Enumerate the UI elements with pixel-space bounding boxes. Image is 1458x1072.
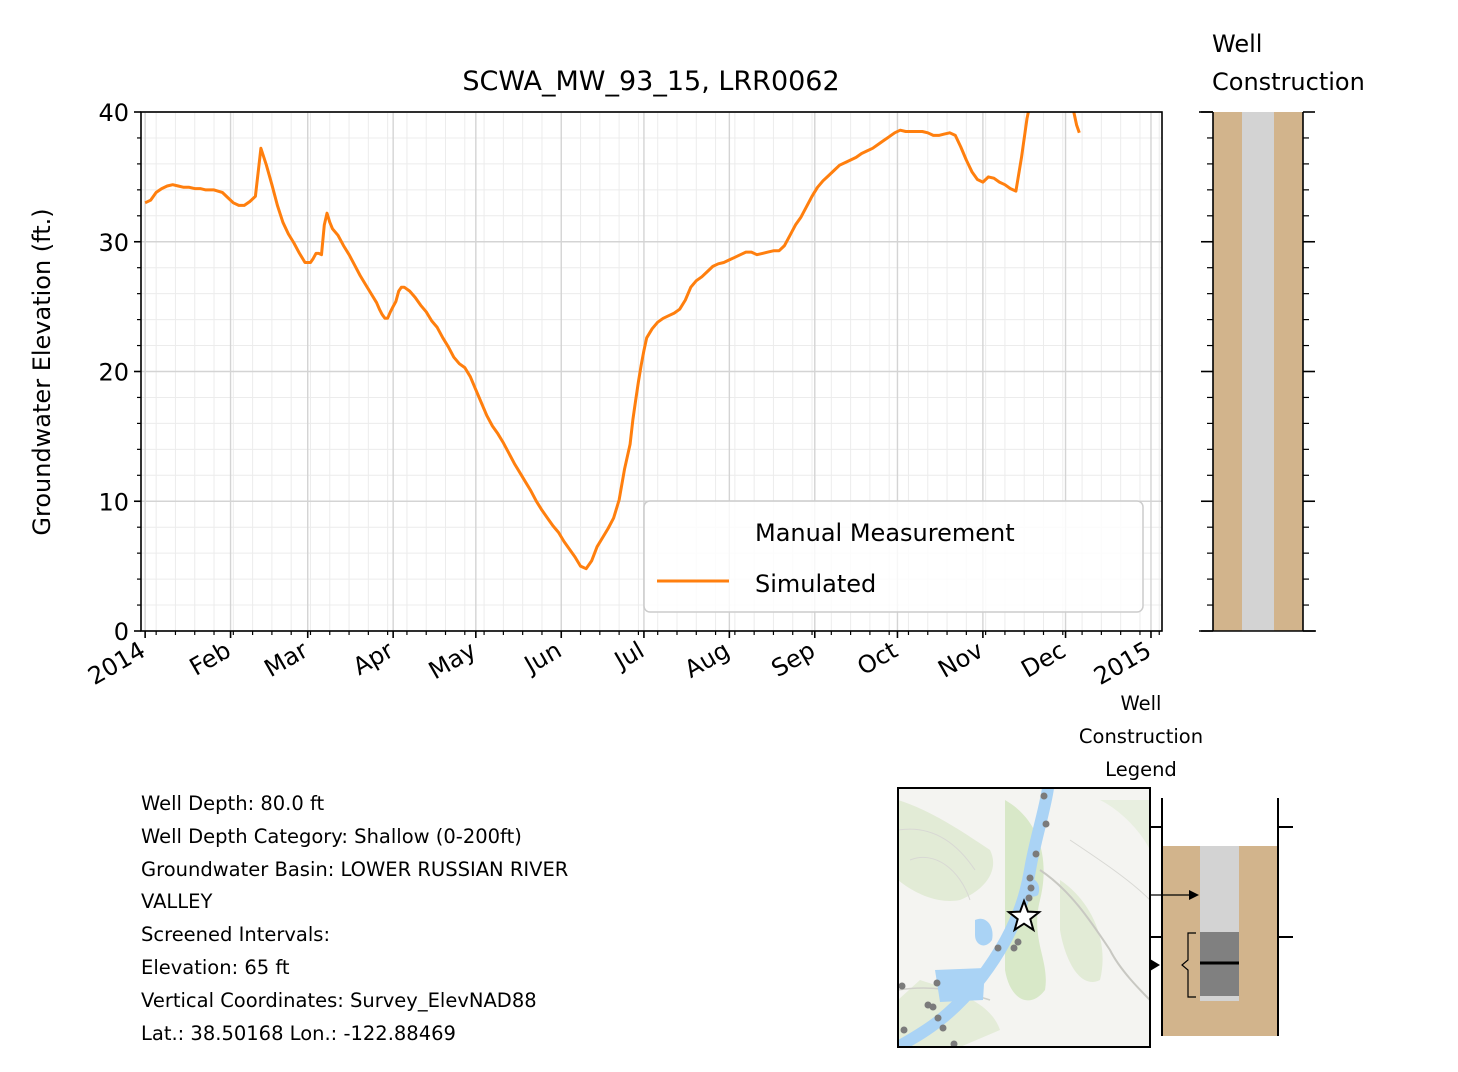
legend-box bbox=[643, 500, 1144, 613]
well-column-ticks bbox=[1201, 111, 1315, 632]
nearby-well-point bbox=[1040, 792, 1048, 800]
y-tick-label: 20 bbox=[98, 359, 129, 387]
map-vegetation bbox=[1060, 880, 1103, 982]
nearby-well-point bbox=[900, 1026, 908, 1034]
formation-right bbox=[1274, 112, 1303, 631]
nearby-well-point bbox=[1032, 850, 1040, 858]
nearby-well-point bbox=[950, 1040, 958, 1047]
series-line-simulated bbox=[144, 112, 1081, 571]
well-construction-legend-diagram bbox=[1150, 798, 1293, 1036]
nearby-well-point bbox=[1014, 938, 1022, 946]
chart-legend: Manual Measurement Simulated bbox=[643, 500, 1144, 613]
chart-title: SCWA_MW_93_15, LRR0062 bbox=[462, 66, 839, 97]
map-nearby-wells bbox=[898, 792, 1050, 1047]
map-terrain-line bbox=[909, 856, 971, 901]
map-vegetation bbox=[1100, 800, 1150, 850]
screened-intervals: Screened Intervals: bbox=[141, 923, 331, 947]
y-tick-label: 10 bbox=[98, 488, 129, 516]
nearby-well-point bbox=[934, 1014, 942, 1022]
nearby-well-point bbox=[898, 982, 906, 990]
nearby-well-point bbox=[1042, 820, 1050, 828]
x-tick-label: Sep bbox=[767, 636, 820, 683]
legend-label-simulated: Simulated bbox=[755, 570, 876, 598]
nearby-well-point bbox=[933, 979, 941, 987]
legend-inset-title-line2: Construction bbox=[1079, 725, 1203, 748]
map-terrain-line bbox=[898, 828, 976, 871]
y-tick-label: 0 bbox=[114, 618, 129, 646]
legend-well-bottom bbox=[1200, 996, 1239, 1001]
x-tick-label: Jun bbox=[518, 636, 566, 680]
map-pond bbox=[935, 968, 985, 1002]
elevation: Elevation: 65 ft bbox=[141, 955, 290, 979]
formation-left bbox=[1213, 112, 1242, 631]
nearby-well-point bbox=[939, 1024, 947, 1032]
y-tick-label: 30 bbox=[98, 229, 129, 257]
series-group bbox=[144, 112, 1081, 571]
x-tick-label: May bbox=[424, 636, 481, 685]
legend-arrow-casing-head bbox=[1189, 890, 1199, 900]
well-info-block: Well Depth: 80.0 ft Well Depth Category:… bbox=[141, 788, 568, 1050]
x-tick-label: Nov bbox=[933, 636, 988, 684]
map-well-location-star-icon bbox=[1006, 898, 1042, 933]
legend-screen-bracket bbox=[1181, 932, 1196, 998]
x-tick-label: Apr bbox=[348, 636, 398, 681]
y-axis: 0 10 20 30 40 bbox=[98, 99, 141, 646]
x-tick-label: Mar bbox=[260, 636, 313, 683]
well-construction-title-line2: Construction bbox=[1212, 68, 1365, 96]
legend-inset-title-line3: Legend bbox=[1105, 758, 1177, 781]
groundwater-basin-cont: VALLEY bbox=[141, 890, 213, 914]
legend-label-manual-measurement: Manual Measurement bbox=[755, 519, 1015, 547]
location-map bbox=[897, 787, 1151, 1048]
map-frame bbox=[897, 787, 1151, 1048]
x-tick-label: Jul bbox=[608, 636, 649, 676]
legend-inset-title-line1: Well bbox=[1121, 692, 1162, 715]
casing bbox=[1242, 112, 1274, 631]
lat-lon: Lat.: 38.50168 Lon.: -122.88469 bbox=[141, 1021, 456, 1045]
well-construction-title-line1: Well bbox=[1212, 30, 1262, 58]
map-road bbox=[1039, 869, 1150, 1001]
vertical-coordinates: Vertical Coordinates: Survey_ElevNAD88 bbox=[141, 988, 537, 1012]
x-tick-label: Oct bbox=[853, 636, 903, 681]
y-tick-label: 40 bbox=[98, 99, 129, 127]
map-vegetation bbox=[898, 800, 994, 901]
map-pond bbox=[975, 918, 993, 946]
map-terrain-line bbox=[1069, 839, 1150, 901]
x-tick-label: 2015 bbox=[1089, 636, 1156, 691]
legend-arrow-water-head bbox=[1150, 959, 1160, 971]
x-tick-label: Aug bbox=[680, 636, 735, 684]
legend-casing bbox=[1200, 846, 1239, 932]
nearby-well-point bbox=[1027, 884, 1035, 892]
x-tick-label: Feb bbox=[185, 636, 236, 681]
well-depth: Well Depth: 80.0 ft bbox=[141, 792, 325, 815]
nearby-well-point bbox=[1026, 874, 1034, 882]
x-axis: 2014 Feb Mar Apr May Jun Jul Aug Sep Oct Nov Dec 201… bbox=[83, 631, 1160, 691]
well-depth-category: Well Depth Category: Shallow (0-200ft) bbox=[141, 824, 522, 848]
nearby-well-point bbox=[929, 1003, 937, 1011]
nearby-well-point bbox=[1025, 894, 1033, 902]
well-construction-column bbox=[1199, 111, 1316, 632]
y-axis-label: Groundwater Elevation (ft.) bbox=[28, 208, 56, 535]
groundwater-basin: Groundwater Basin: LOWER RUSSIAN RIVER bbox=[141, 857, 569, 881]
x-tick-label: Dec bbox=[1016, 636, 1070, 683]
nearby-well-point bbox=[1010, 944, 1018, 952]
nearby-well-point bbox=[994, 944, 1002, 952]
